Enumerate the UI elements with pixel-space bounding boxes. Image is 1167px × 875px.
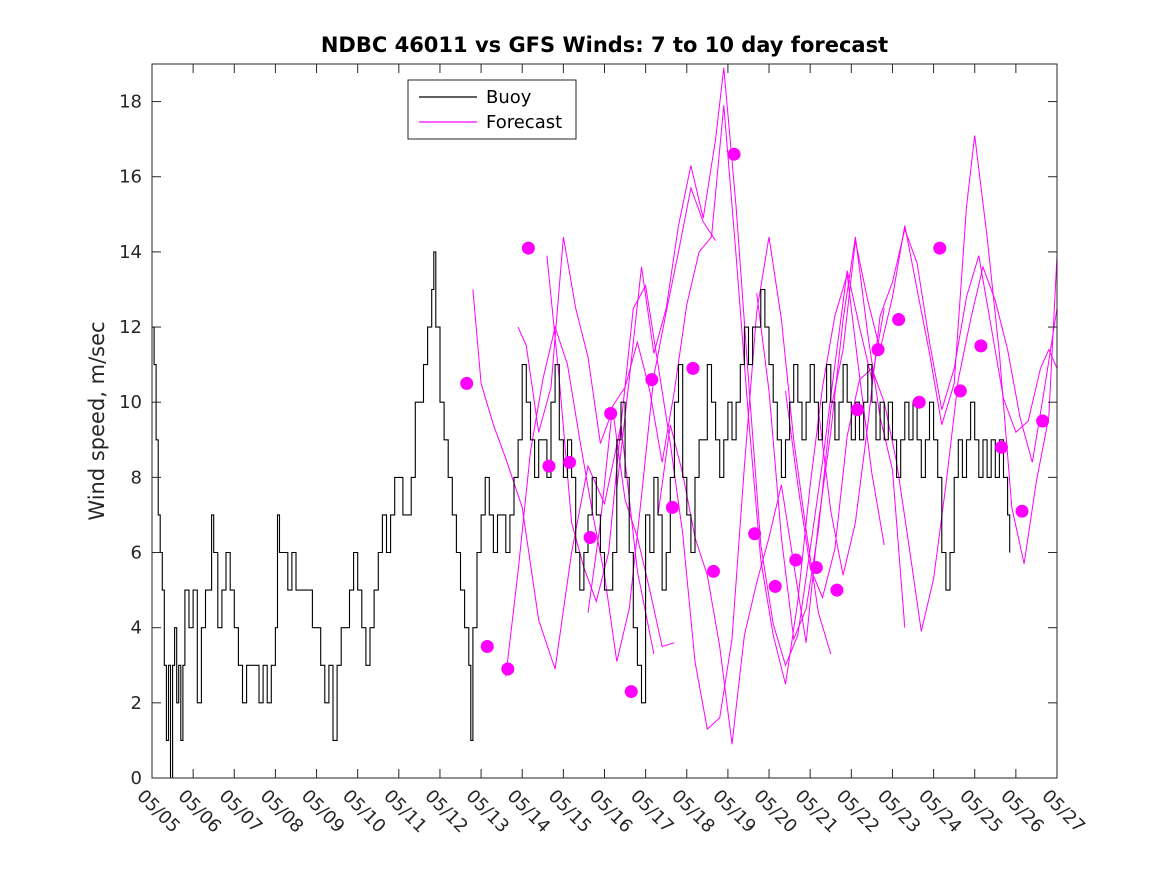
- forecast-marker: [707, 564, 721, 578]
- forecast-line: [657, 236, 906, 745]
- y-axis: 0 2 4 6 8 10 12 14 16 18: [119, 92, 1057, 789]
- y-tick-label: 2: [131, 693, 142, 714]
- forecast-marker: [542, 459, 556, 473]
- forecast-line: [616, 67, 885, 667]
- forecast-marker: [563, 455, 577, 469]
- forecast-marker: [830, 583, 844, 597]
- legend-buoy-label: Buoy: [486, 87, 532, 108]
- y-tick-label: 8: [131, 467, 142, 488]
- forecast-marker: [933, 241, 947, 255]
- forecast-marker: [604, 406, 618, 420]
- forecast-marker: [460, 376, 474, 390]
- forecast-line: [517, 236, 675, 648]
- forecast-marker: [521, 241, 535, 255]
- y-tick-label: 6: [131, 543, 142, 564]
- plot-area: [152, 64, 1057, 778]
- forecast-marker: [892, 313, 906, 327]
- buoy-trace: [152, 251, 1011, 779]
- forecast-marker: [850, 403, 864, 417]
- forecast-marker: [871, 343, 885, 357]
- forecast-marker: [480, 639, 494, 653]
- forecast-marker: [789, 553, 803, 567]
- forecast-marker: [748, 527, 762, 541]
- forecast-marker: [583, 530, 597, 544]
- forecast-marker: [994, 440, 1008, 454]
- legend: Buoy Forecast: [407, 79, 577, 140]
- y-tick-label: 14: [119, 242, 142, 263]
- y-tick-label: 18: [119, 92, 142, 113]
- forecast-marker: [727, 147, 741, 161]
- y-tick-label: 0: [131, 768, 142, 789]
- legend-box: [407, 79, 577, 140]
- forecast-markers: [460, 147, 1050, 699]
- forecast-marker: [768, 579, 782, 593]
- forecast-marker: [974, 339, 988, 353]
- forecast-marker: [665, 500, 679, 514]
- forecast-line: [756, 135, 1058, 641]
- forecast-marker: [686, 361, 700, 375]
- forecast-marker: [953, 384, 967, 398]
- y-tick-label: 12: [119, 317, 142, 338]
- chart-title: NDBC 46011 vs GFS Winds: 7 to 10 day for…: [321, 33, 888, 57]
- forecast-line: [505, 186, 717, 677]
- y-tick-label: 16: [119, 167, 142, 188]
- y-tick-label: 4: [131, 618, 142, 639]
- forecast-marker: [645, 373, 659, 387]
- forecast-marker: [809, 561, 823, 575]
- forecast-marker: [624, 685, 638, 699]
- forecast-line: [785, 265, 1058, 632]
- forecast-line: [546, 236, 832, 731]
- forecast-line: [817, 227, 1058, 576]
- legend-forecast-label: Forecast: [486, 112, 562, 133]
- forecast-line: [587, 105, 885, 685]
- y-tick-label: 10: [119, 392, 142, 413]
- forecast-traces: [472, 67, 1058, 745]
- y-axis-label: Wind speed, m/sec: [85, 321, 109, 520]
- buoy-line: [152, 251, 1011, 779]
- forecast-marker: [1036, 414, 1050, 428]
- forecast-marker: [501, 662, 515, 676]
- forecast-marker: [1015, 504, 1029, 518]
- forecast-marker: [912, 395, 926, 409]
